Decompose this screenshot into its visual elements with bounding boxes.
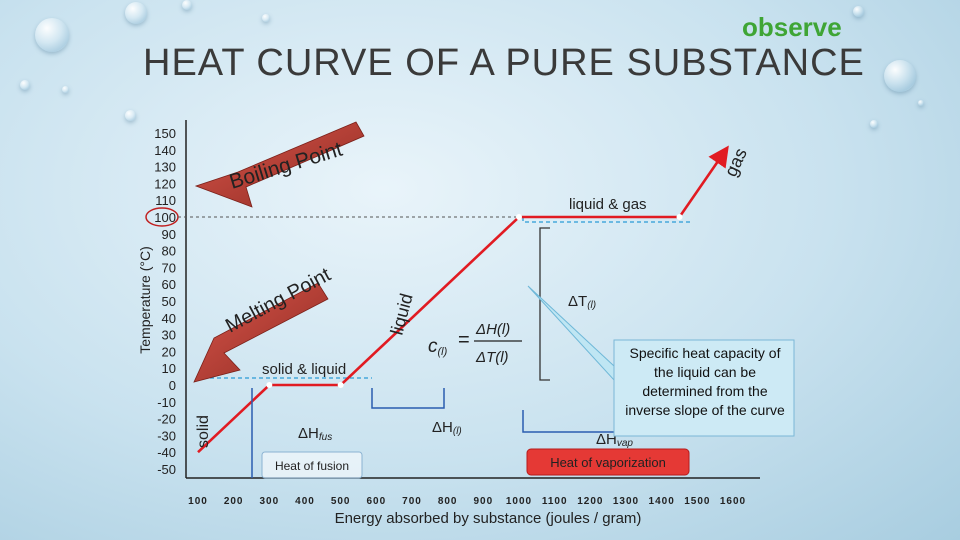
heat-fusion-box bbox=[261, 451, 363, 479]
water-droplet bbox=[870, 120, 878, 128]
boiling-point-arrow bbox=[194, 121, 365, 208]
water-droplet bbox=[35, 18, 69, 52]
x-tick-label: 100 bbox=[188, 496, 208, 507]
y-axis-label: Temperature (°C) bbox=[137, 246, 153, 354]
x-tick-label: 800 bbox=[438, 496, 458, 507]
y-tick-label: 130 bbox=[154, 160, 176, 175]
y-tick-label: 90 bbox=[162, 227, 176, 242]
x-tick-label: 1500 bbox=[684, 496, 710, 507]
formula-denominator: ΔT(l) bbox=[475, 349, 509, 366]
curve-vertex-point bbox=[676, 214, 683, 220]
boiling-point-label: Boiling Point bbox=[227, 138, 346, 194]
curve-vertex-point bbox=[516, 214, 522, 220]
formula-lhs: c(l) bbox=[428, 336, 448, 358]
y-tick-label: -30 bbox=[157, 428, 176, 443]
y-tick-label: 20 bbox=[162, 344, 176, 359]
y-tick-label: 10 bbox=[162, 361, 176, 376]
water-droplet bbox=[62, 86, 69, 93]
page-title: HEAT CURVE OF A PURE SUBSTANCE bbox=[143, 42, 865, 84]
x-tick-label: 600 bbox=[366, 496, 386, 507]
phase-label-liquid: liquid bbox=[387, 291, 417, 337]
phase-label-solid: solid bbox=[195, 415, 212, 448]
delta-h-liquid: ΔH(l) bbox=[432, 419, 462, 437]
y-tick-label: -10 bbox=[157, 395, 176, 410]
heat-fusion-label: Heat of fusion bbox=[275, 459, 349, 473]
y-tick-label: 120 bbox=[154, 176, 176, 191]
x-tick-label: 400 bbox=[295, 496, 315, 507]
heat-fusion-bracket-right bbox=[371, 388, 445, 409]
heat-vaporization-label: Heat of vaporization bbox=[550, 455, 666, 470]
specific-heat-callout-box bbox=[613, 339, 795, 437]
y-tick-label: 30 bbox=[162, 328, 176, 343]
x-tick-label: 1400 bbox=[649, 496, 675, 507]
x-tick-label: 1000 bbox=[506, 496, 532, 507]
phase-label-solid-liquid: solid & liquid bbox=[262, 361, 346, 378]
specific-heat-note: Specific heat capacity of the liquid can… bbox=[625, 345, 785, 418]
water-droplet bbox=[853, 6, 864, 17]
y-tick-label: 60 bbox=[162, 277, 176, 292]
curve-vertex-point bbox=[337, 382, 344, 388]
y-tick-label: 140 bbox=[154, 143, 176, 158]
delta-t-label: ΔT(l) bbox=[568, 293, 596, 311]
delta-h-vap: ΔHvap bbox=[596, 431, 633, 449]
x-tick-label: 700 bbox=[402, 496, 422, 507]
heat-vaporization-box bbox=[526, 448, 690, 476]
y-tick-label: 70 bbox=[162, 260, 176, 275]
water-droplet bbox=[125, 2, 147, 24]
y-tick-label: 40 bbox=[162, 311, 176, 326]
water-droplet bbox=[918, 100, 924, 106]
water-droplet bbox=[884, 60, 916, 92]
y-tick-labels: 1501401301201101009080706050403020100-10… bbox=[154, 126, 176, 477]
y-tick-label: -40 bbox=[157, 445, 176, 460]
x-tick-label: 300 bbox=[259, 496, 279, 507]
y-tick-label: -20 bbox=[157, 412, 176, 427]
x-tick-label: 1600 bbox=[720, 496, 746, 507]
y-tick-label: 0 bbox=[169, 378, 176, 393]
y-tick-label: 150 bbox=[154, 126, 176, 141]
observe-tag: observe bbox=[742, 12, 842, 42]
formula-numerator: ΔH(l) bbox=[475, 321, 510, 338]
formula-equals: = bbox=[458, 329, 470, 351]
delta-t-bracket bbox=[539, 227, 550, 381]
x-tick-label: 200 bbox=[224, 496, 244, 507]
x-tick-label: 1300 bbox=[613, 496, 639, 507]
y-tick-label: -50 bbox=[157, 462, 176, 477]
y-tick-label: 110 bbox=[155, 193, 176, 208]
water-droplet bbox=[262, 14, 270, 22]
y-tick-label: 80 bbox=[162, 244, 176, 259]
y-tick-label: 50 bbox=[162, 294, 176, 309]
water-droplet bbox=[20, 80, 30, 90]
curve-vertex-point bbox=[266, 382, 273, 388]
x-tick-label: 1200 bbox=[577, 496, 603, 507]
melting-point-arrow bbox=[193, 282, 329, 383]
y-tick-label: 100 bbox=[154, 210, 176, 225]
x-tick-label: 900 bbox=[473, 496, 493, 507]
x-tick-labels: 100 200 300 400 500 600 700 800 900 1000 1100 1200 1… bbox=[188, 496, 746, 507]
x-tick-label: 1100 bbox=[542, 496, 568, 507]
water-droplet bbox=[182, 0, 192, 10]
liquid-gas-plateau-dashed bbox=[522, 217, 690, 223]
phase-label-liquid-gas: liquid & gas bbox=[569, 196, 647, 213]
x-axis-label: Energy absorbed by substance (joules / g… bbox=[335, 510, 642, 527]
x-tick-label: 500 bbox=[331, 496, 351, 507]
delta-h-fus: ΔHfus bbox=[298, 425, 332, 443]
heating-curve-line bbox=[197, 145, 729, 454]
water-droplet bbox=[125, 110, 136, 121]
